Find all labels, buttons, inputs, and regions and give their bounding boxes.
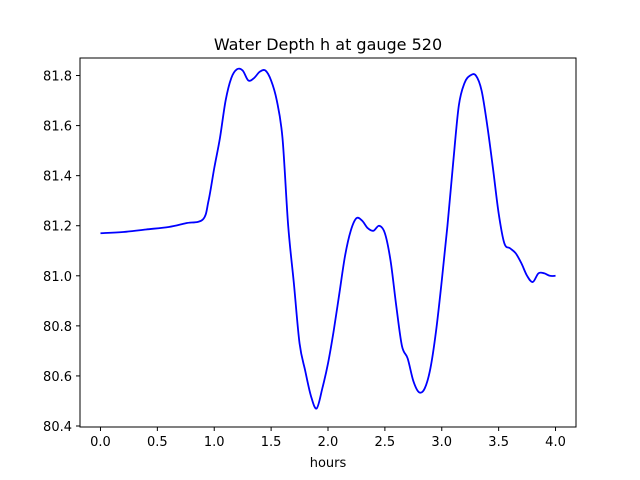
y-tick-label: 81.2 — [43, 220, 72, 235]
y-tick-label: 80.6 — [43, 370, 72, 385]
y-tick-label: 81.6 — [43, 120, 72, 135]
x-tick-label: 2.0 — [318, 435, 339, 450]
x-tick-label: 2.5 — [375, 435, 396, 450]
y-tick-label: 81.0 — [43, 270, 72, 285]
series-line — [100, 67, 556, 410]
x-tick-label: 0.5 — [147, 435, 168, 450]
x-axis: 0.0 0.5 1.0 1.5 2.0 2.5 3.0 3.5 4.0 — [90, 427, 566, 450]
chart-title: Water Depth h at gauge 520 — [214, 35, 442, 54]
x-axis-label: hours — [310, 456, 347, 471]
y-tick-label: 81.8 — [43, 70, 72, 85]
y-tick-label: 81.4 — [43, 170, 72, 185]
y-tick-label: 80.8 — [43, 320, 72, 335]
y-axis: 80.4 80.6 80.8 81.0 81.2 81.4 81.6 81.8 — [43, 70, 80, 435]
x-tick-label: 3.5 — [488, 435, 509, 450]
x-tick-label: 0.0 — [90, 435, 111, 450]
x-tick-label: 4.0 — [545, 435, 566, 450]
x-tick-label: 1.0 — [204, 435, 225, 450]
plot-area — [100, 67, 556, 410]
x-tick-label: 3.0 — [431, 435, 452, 450]
y-tick-label: 80.4 — [43, 420, 72, 435]
axes-frame — [79, 57, 577, 428]
x-tick-label: 1.5 — [261, 435, 282, 450]
